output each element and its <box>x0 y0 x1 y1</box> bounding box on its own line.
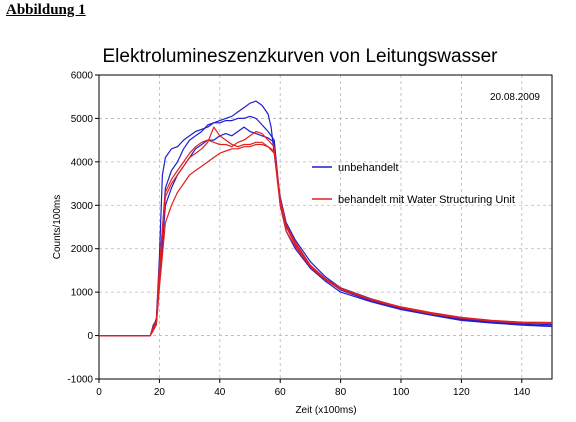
series-line-5 <box>99 143 553 337</box>
y-tick-label: 0 <box>87 331 93 342</box>
y-tick-label: 3000 <box>71 201 94 212</box>
y-tick-label: 4000 <box>71 157 94 168</box>
x-tick-label: 0 <box>96 387 102 398</box>
x-tick-label: 100 <box>393 387 410 398</box>
y-tick-label: 5000 <box>71 114 94 125</box>
legend-label-unbehandelt: unbehandelt <box>338 162 399 174</box>
x-tick-label: 80 <box>335 387 347 398</box>
y-tick-label: 6000 <box>71 71 94 82</box>
date-annotation: 20.08.2009 <box>490 92 540 103</box>
series-line-4 <box>99 126 553 337</box>
series-line-2 <box>99 115 553 337</box>
series-line-3 <box>99 126 553 337</box>
figure-heading: Abbildung 1 <box>6 2 86 18</box>
series-lines <box>99 100 553 337</box>
x-tick-label: 40 <box>214 387 226 398</box>
x-tick-label: 20 <box>154 387 166 398</box>
legend-label-behandelt: behandelt mit Water Structuring Unit <box>338 194 515 206</box>
chart-title: Elektrolumineszenzkurven von Leitungswas… <box>103 46 499 67</box>
x-tick-label: 60 <box>275 387 287 398</box>
y-tick-label: 1000 <box>71 288 94 299</box>
series-line-6 <box>99 130 553 337</box>
x-tick-label: 140 <box>513 387 530 398</box>
x-tick-label: 120 <box>453 387 470 398</box>
y-ticks: -1000 0 1000 2000 3000 4000 5000 6000 <box>67 71 99 386</box>
legend: unbehandelt behandelt mit Water Structur… <box>312 162 515 206</box>
y-axis-label: Counts/100ms <box>52 195 63 259</box>
y-tick-label: 2000 <box>71 244 94 255</box>
plot-frame <box>98 74 553 380</box>
grid <box>99 75 552 379</box>
y-tick-label: -1000 <box>67 375 93 386</box>
x-axis-label: Zeit (x100ms) <box>295 405 356 416</box>
x-ticks: 0 20 40 60 80 100 120 140 <box>96 379 531 398</box>
